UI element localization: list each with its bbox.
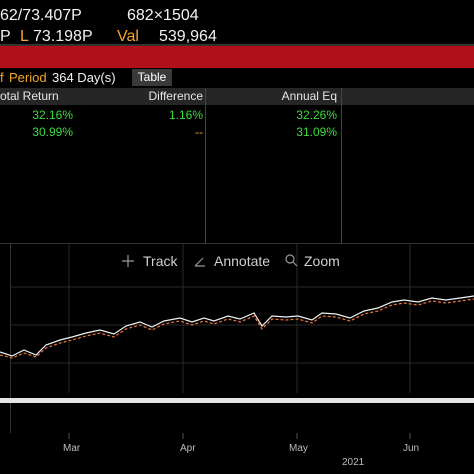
column-header: Annual Eq <box>281 89 337 103</box>
value-label: Val <box>117 28 139 45</box>
zoom-button[interactable]: Zoom <box>304 253 340 269</box>
x-axis-label: Jun <box>403 443 420 454</box>
x-axis-label: Apr <box>180 443 196 454</box>
column-separator <box>205 88 206 243</box>
column-header: Difference <box>148 89 203 103</box>
table-header-bg <box>0 88 474 105</box>
divider <box>0 44 474 46</box>
fragment-label: P <box>0 28 11 45</box>
toolbar-icons <box>122 254 298 267</box>
cell: 30.99% <box>32 125 73 139</box>
x-axis-year: 2021 <box>342 457 365 468</box>
cell: -- <box>195 125 203 139</box>
red-bar <box>0 46 474 68</box>
separator-bar <box>0 398 474 403</box>
period-prefix: f <box>0 70 4 85</box>
security-price: 62/73.407P <box>0 7 82 24</box>
grid <box>10 243 474 393</box>
annotate-button[interactable]: Annotate <box>214 253 271 269</box>
cell: 32.26% <box>296 108 337 122</box>
fund-line <box>0 295 474 357</box>
cell: 1.16% <box>168 108 203 122</box>
low-label: L <box>20 28 29 45</box>
benchmark-line <box>0 298 474 359</box>
x-ticks <box>68 433 411 439</box>
column-separator <box>341 88 342 243</box>
column-header: otal Return <box>0 89 59 103</box>
x-axis-label: Mar <box>63 443 81 454</box>
cell: 31.09% <box>296 125 337 139</box>
low-value: 73.198P <box>33 28 93 45</box>
value-amount: 539,964 <box>159 28 217 45</box>
period-label: Period <box>9 70 47 85</box>
bid-ask-size: 682×1504 <box>127 7 199 24</box>
cell: 32.16% <box>32 108 73 122</box>
track-button[interactable]: Track <box>143 253 178 269</box>
table-button[interactable]: Table <box>132 69 172 86</box>
x-axis-label: May <box>289 443 308 454</box>
chart-area <box>0 243 474 439</box>
period-value: 364 Day(s) <box>52 70 116 85</box>
